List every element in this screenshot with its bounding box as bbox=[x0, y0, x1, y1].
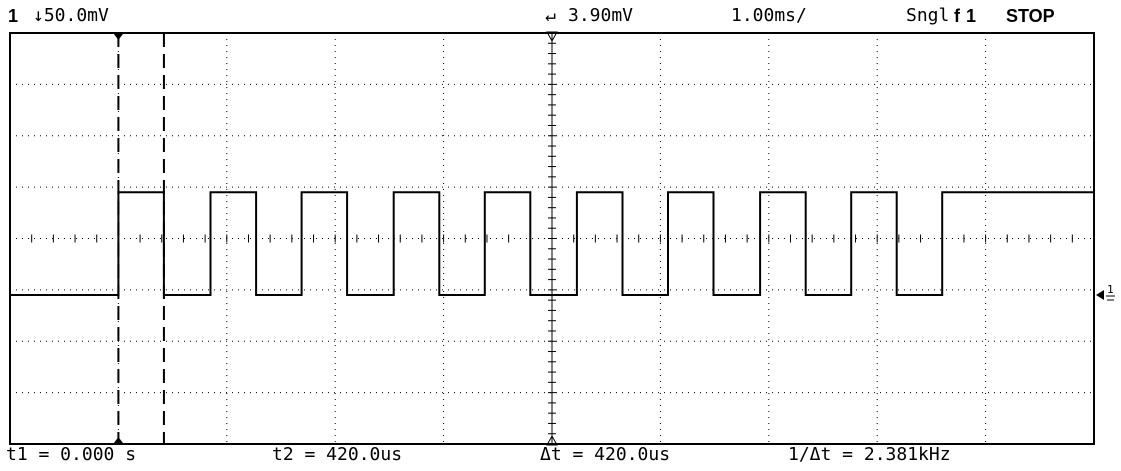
cursor-t1-readout: t1 = 0.000 s bbox=[6, 444, 137, 465]
run-state: STOP bbox=[1006, 6, 1055, 26]
cursor-lines bbox=[117, 33, 165, 444]
trigger-slope-icon: f bbox=[954, 6, 960, 26]
volts-per-div: ↓50.0mV bbox=[33, 5, 109, 26]
acquisition-mode: Sngl bbox=[906, 5, 950, 26]
trigger-point-top-icon bbox=[112, 32, 125, 40]
graticule-center-axes bbox=[9, 32, 1095, 445]
channel-1-trace bbox=[10, 191, 1094, 296]
position-markers: 1 bbox=[112, 31, 1115, 446]
trigger-source: 1 bbox=[966, 6, 977, 26]
trigger-level: 3.90mV bbox=[568, 5, 634, 26]
frequency-readout: 1/Δt = 2.381kHz bbox=[788, 444, 951, 465]
time-reference-top-icon bbox=[546, 31, 558, 43]
trigger-point-bottom-icon bbox=[112, 437, 125, 445]
channel-marker-label: 1 bbox=[1107, 283, 1114, 296]
time-reference-bottom-icon bbox=[546, 434, 558, 446]
cursor-t2-readout: t2 = 420.0us bbox=[272, 444, 403, 465]
delta-t-readout: Δt = 420.0us bbox=[540, 444, 671, 465]
trigger-level-icon: ↵ bbox=[545, 5, 556, 26]
channel-ground-icon bbox=[1096, 290, 1104, 301]
channel-number: 1 bbox=[8, 6, 19, 26]
time-per-div: 1.00ms/ bbox=[731, 5, 807, 26]
